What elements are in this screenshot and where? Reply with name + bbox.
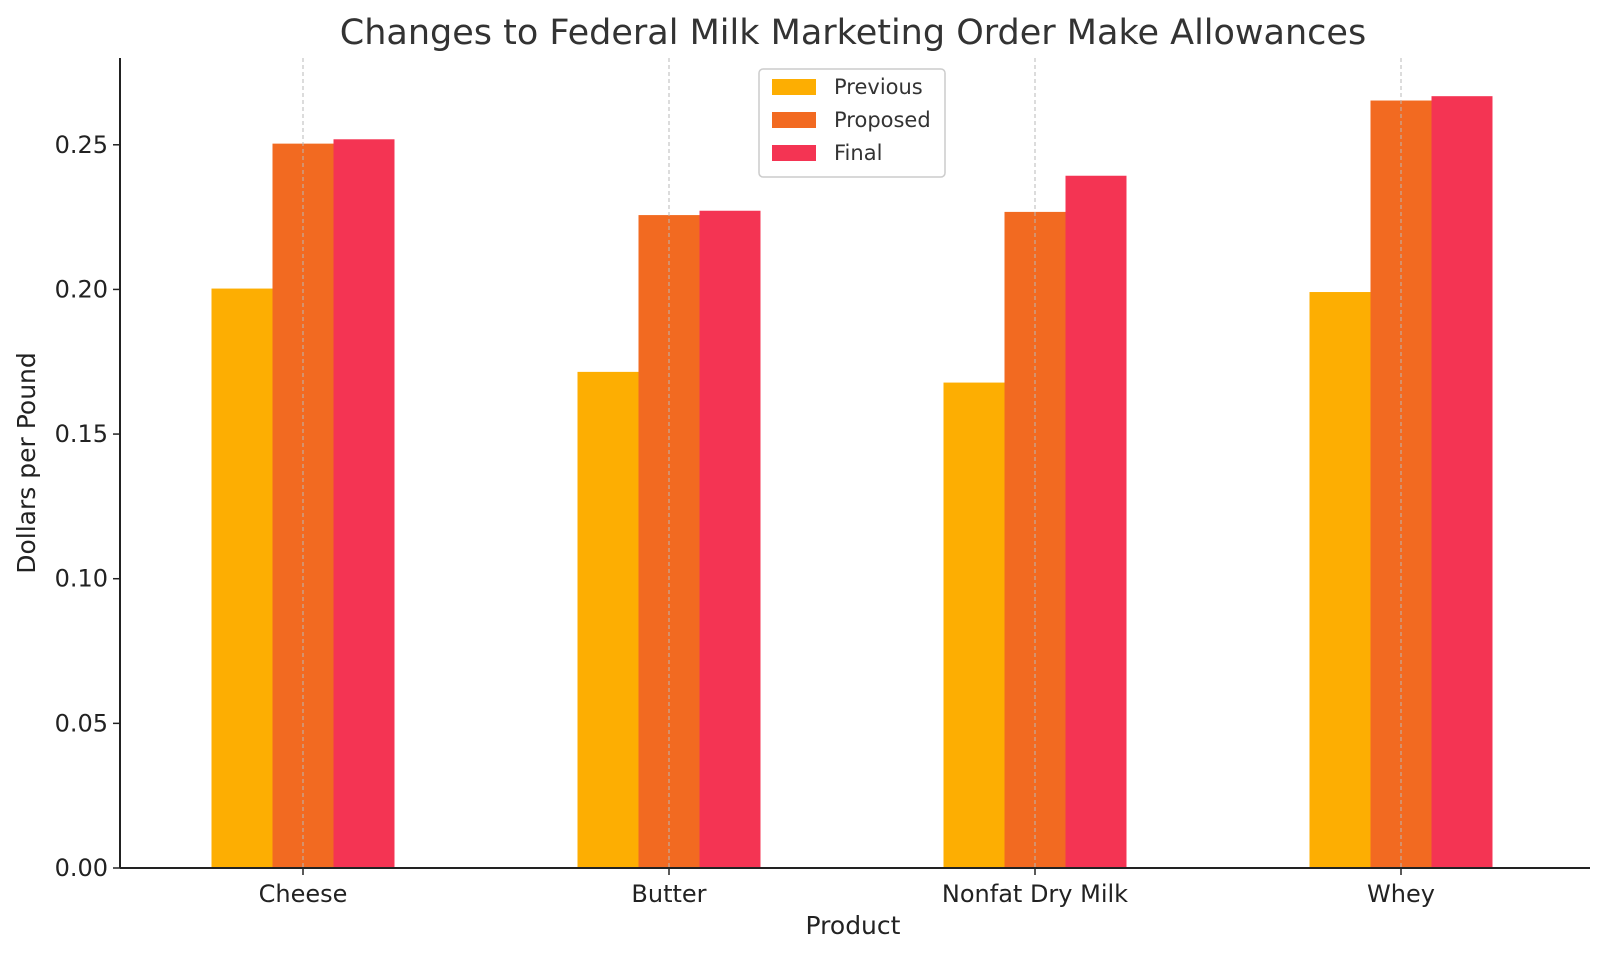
legend-swatch-previous <box>772 79 816 95</box>
x-tick-label-whey: Whey <box>1367 880 1435 908</box>
bar-final-cheese <box>333 139 395 868</box>
x-tick-label-nonfat-dry-milk: Nonfat Dry Milk <box>942 880 1128 908</box>
y-tick-label: 0.20 <box>55 275 108 303</box>
y-tick-label: 0.25 <box>55 131 108 159</box>
bar-final-nonfat-dry-milk <box>1065 175 1127 869</box>
y-ticks: 0.00 0.05 0.10 0.15 0.20 0.25 <box>55 131 120 882</box>
bar-previous-butter <box>577 371 639 868</box>
y-tick-label: 0.05 <box>55 709 108 737</box>
x-tick-label-cheese: Cheese <box>259 880 348 908</box>
bar-final-whey <box>1431 96 1493 868</box>
x-tick-label-butter: Butter <box>631 880 706 908</box>
bar-previous-cheese <box>211 288 273 869</box>
legend-label-proposed: Proposed <box>834 108 931 132</box>
y-tick-label: 0.00 <box>55 854 108 882</box>
chart-title: Changes to Federal Milk Marketing Order … <box>340 13 1366 53</box>
bar-previous-nonfat-dry-milk <box>943 382 1005 868</box>
y-tick-label: 0.15 <box>55 420 108 448</box>
legend-swatch-proposed <box>772 112 816 128</box>
y-axis-label: Dollars per Pound <box>12 352 41 574</box>
x-ticks: Cheese Butter Nonfat Dry Milk Whey <box>259 868 1435 908</box>
legend-label-final: Final <box>834 141 882 165</box>
legend: Previous Proposed Final <box>758 68 946 178</box>
bar-previous-whey <box>1309 292 1371 869</box>
bar-final-butter <box>699 210 761 868</box>
y-tick-label: 0.10 <box>55 565 108 593</box>
legend-label-previous: Previous <box>834 75 923 99</box>
axes <box>119 58 1590 869</box>
bars-group <box>211 96 1493 869</box>
legend-swatch-final <box>772 145 816 161</box>
grid-lines <box>302 58 1402 868</box>
x-axis-label: Product <box>806 911 901 940</box>
